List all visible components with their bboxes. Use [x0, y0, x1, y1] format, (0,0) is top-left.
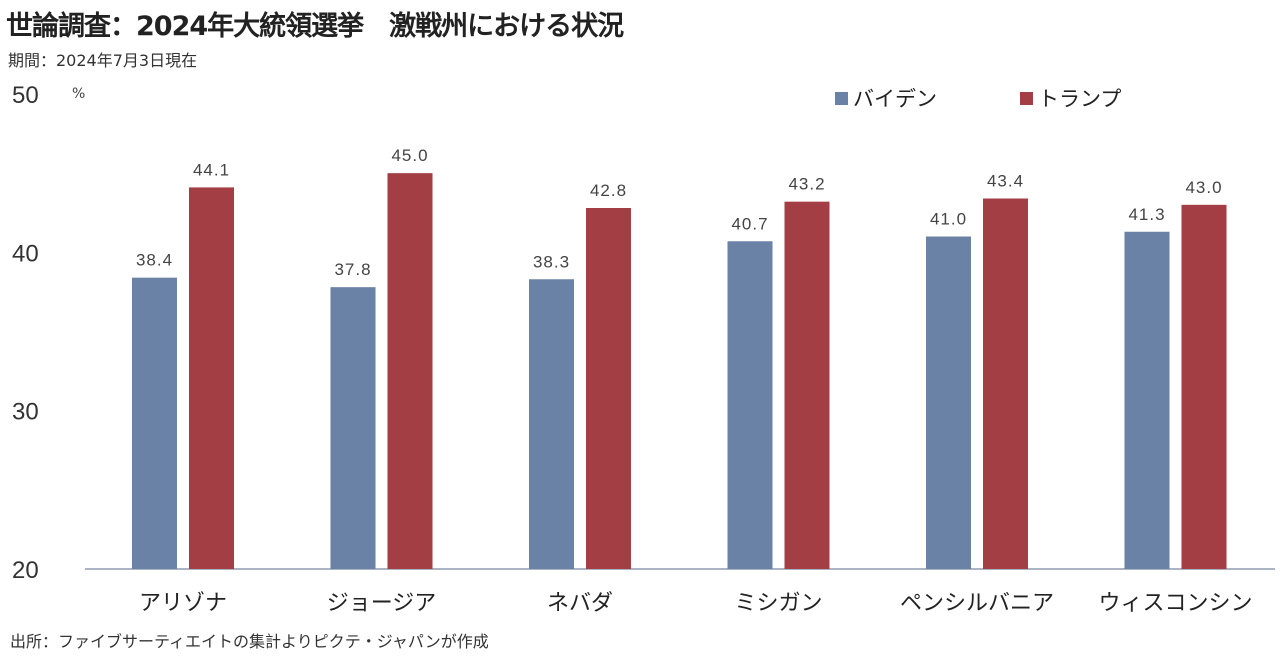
y-tick-label: 40 [12, 240, 39, 267]
data-label: 40.7 [731, 214, 768, 233]
data-label: 43.2 [788, 175, 825, 194]
bar-trump [387, 173, 433, 569]
category-label: アリゾナ [139, 591, 227, 616]
data-label: 41.3 [1128, 205, 1165, 224]
bar-biden [727, 241, 773, 569]
legend-swatch [1020, 92, 1033, 105]
data-label: 37.8 [334, 260, 371, 279]
bar-biden [132, 277, 177, 569]
y-tick-label: 20 [12, 557, 39, 584]
bar-trump [983, 198, 1028, 569]
data-label: 44.1 [193, 160, 230, 179]
bar-biden [1124, 231, 1170, 569]
y-tick-label: 30 [12, 399, 39, 426]
y-axis-unit: % [72, 86, 86, 102]
source-note: 出所：ファイブサーティエイトの集計よりピクテ・ジャパンが作成 [10, 632, 489, 651]
category-label: ウィスコンシン [1098, 591, 1252, 616]
category-label: ペンシルバニア [900, 591, 1054, 616]
bar-trump [784, 201, 830, 569]
legend-swatch [835, 92, 848, 105]
bar-biden [926, 236, 971, 569]
bar-biden [529, 279, 574, 569]
bar-trump [1181, 204, 1227, 570]
legend-label: トランプ [1038, 87, 1121, 111]
data-label: 43.4 [987, 172, 1024, 191]
data-label: 41.0 [930, 210, 967, 229]
data-label: 38.4 [136, 251, 173, 270]
data-label: 45.0 [391, 146, 428, 165]
data-label: 38.3 [533, 252, 570, 271]
category-label: ジョージア [327, 591, 437, 616]
legend-label: バイデン [853, 87, 937, 111]
category-label: ミシガン [734, 591, 822, 616]
bar-biden [330, 287, 376, 569]
data-label: 43.0 [1185, 178, 1222, 197]
bar-trump [586, 208, 631, 569]
bar-trump [189, 187, 234, 569]
chart-subtitle: 期間：2024年7月3日現在 [8, 51, 198, 70]
chart-title: 世論調査：2024年大統領選挙 激戦州における状況 [6, 11, 624, 42]
y-tick-label: 50 [12, 82, 39, 109]
category-label: ネバダ [547, 591, 613, 616]
data-label: 42.8 [590, 181, 627, 200]
